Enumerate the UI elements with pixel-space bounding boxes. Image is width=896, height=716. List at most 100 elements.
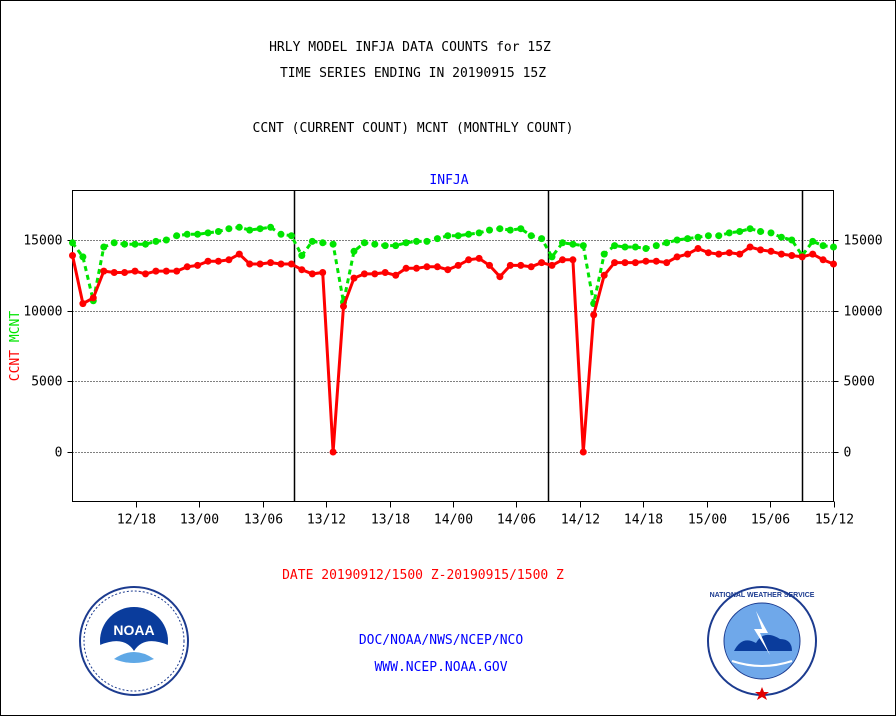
- mcnt-point: [214, 228, 222, 235]
- ccnt-point: [559, 256, 566, 264]
- ccnt-point: [308, 270, 316, 278]
- mcnt-point: [496, 225, 504, 233]
- ccnt-point: [819, 256, 827, 264]
- mcnt-point: [173, 232, 181, 240]
- ccnt-point: [392, 271, 400, 279]
- ccnt-point: [225, 256, 233, 264]
- ccnt-point: [329, 448, 337, 456]
- mcnt-point: [392, 242, 400, 250]
- ccnt-point: [798, 253, 806, 261]
- ccnt-point: [204, 257, 212, 265]
- ccnt-point: [631, 259, 639, 267]
- ccnt-point: [767, 247, 775, 255]
- plot-border: [72, 190, 834, 502]
- mcnt-point: [475, 229, 483, 237]
- ccnt-point: [298, 266, 306, 274]
- mcnt-point: [235, 223, 243, 231]
- ccnt-point: [319, 269, 327, 276]
- mcnt-point: [194, 230, 202, 238]
- footer-url: WWW.NCEP.NOAA.GOV: [374, 660, 507, 675]
- mcnt-point: [809, 237, 817, 245]
- mcnt-point: [350, 247, 358, 255]
- mcnt-point: [402, 239, 410, 247]
- footer-org: DOC/NOAA/NWS/NCEP/NCO: [359, 633, 524, 648]
- ccnt-point: [256, 260, 264, 268]
- ccnt-point: [694, 245, 702, 252]
- mcnt-point: [579, 242, 587, 250]
- ccnt-point: [121, 269, 129, 276]
- ccnt-point: [267, 259, 275, 267]
- ccnt-point: [777, 250, 785, 258]
- x-tick-label: 13/00: [180, 513, 219, 528]
- x-axis-label: DATE 20190912/1500 Z-20190915/1500 Z: [282, 568, 564, 583]
- ccnt-point: [454, 261, 462, 269]
- ccnt-point: [340, 302, 347, 310]
- noaa-logo-text: NOAA: [113, 622, 154, 638]
- mcnt-point: [152, 237, 160, 245]
- mcnt-point: [131, 240, 139, 248]
- mcnt-point: [725, 229, 733, 237]
- mcnt-point: [506, 226, 514, 234]
- ccnt-point: [381, 269, 389, 276]
- mcnt-point: [465, 230, 473, 238]
- mcnt-point: [69, 239, 76, 247]
- ccnt-point: [277, 260, 285, 268]
- mcnt-point: [444, 232, 452, 240]
- y-label-ccnt: CCNT: [8, 350, 23, 381]
- ccnt-point: [652, 257, 660, 265]
- mcnt-point: [746, 225, 754, 233]
- mcnt-point: [142, 240, 149, 248]
- x-tick-label: 13/06: [244, 513, 283, 528]
- y-tick-label-right: 0: [844, 446, 852, 461]
- ccnt-point: [413, 264, 420, 272]
- y-tick-label-left: 0: [55, 446, 63, 461]
- x-tick-label: 14/06: [497, 513, 536, 528]
- mcnt-point: [830, 243, 837, 251]
- ccnt-point: [465, 256, 473, 264]
- mcnt-point: [684, 235, 692, 243]
- ccnt-point: [621, 259, 629, 267]
- ccnt-point: [809, 250, 817, 258]
- ccnt-point: [350, 274, 358, 282]
- x-tick-label: 13/12: [307, 513, 346, 528]
- mcnt-point: [381, 242, 389, 250]
- mcnt-point: [517, 225, 525, 233]
- ccnt-point: [69, 252, 76, 259]
- ccnt-point: [287, 260, 295, 268]
- mcnt-point: [631, 243, 639, 251]
- y-label-mcnt: MCNT: [8, 311, 23, 342]
- mcnt-point: [642, 245, 650, 252]
- mcnt-point: [110, 239, 118, 247]
- mcnt-point: [267, 223, 275, 231]
- plot-area: 0 5000 10000 15000 0 5000 10000 15000 12/18 13/…: [23, 190, 883, 528]
- x-tick-label: 15/06: [751, 513, 790, 528]
- ccnt-point: [527, 263, 535, 271]
- mcnt-point: [538, 235, 546, 243]
- mcnt-point: [652, 242, 660, 250]
- mcnt-point: [736, 228, 744, 235]
- ccnt-point: [611, 259, 619, 267]
- ccnt-point: [506, 261, 514, 269]
- ccnt-point: [538, 259, 546, 267]
- mcnt-point: [183, 230, 191, 238]
- series-mcnt: [69, 223, 837, 308]
- x-tick-label: 15/00: [688, 513, 727, 528]
- y-tick-label-right: 15000: [844, 234, 883, 249]
- ccnt-point: [684, 250, 692, 258]
- subtitle: CCNT (CURRENT COUNT) MCNT (MONTHLY COUNT…: [253, 121, 574, 136]
- mcnt-point: [454, 232, 462, 240]
- mcnt-point: [329, 240, 337, 248]
- y-axis-left: 0 5000 10000 15000: [23, 234, 73, 461]
- gridlines: [72, 240, 834, 453]
- ccnt-point: [360, 270, 368, 278]
- mcnt-point: [162, 236, 170, 244]
- ccnt-point: [736, 250, 744, 258]
- svg-text:CCNT MCNT: CCNT MCNT: [8, 311, 23, 382]
- x-tick-label: 12/18: [117, 513, 156, 528]
- mcnt-point: [704, 232, 712, 240]
- ccnt-point: [517, 261, 525, 269]
- mcnt-point: [663, 239, 671, 247]
- mcnt-point: [298, 252, 306, 259]
- x-axis: 12/18 13/00 13/06 13/12 13/18 14/00 14/06 14/12…: [117, 501, 854, 528]
